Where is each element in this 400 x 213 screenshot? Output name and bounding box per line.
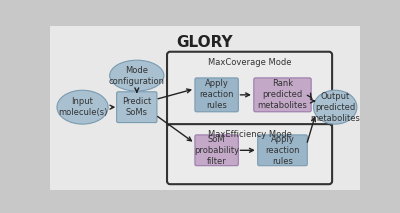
Text: MaxEfficiency Mode: MaxEfficiency Mode	[208, 130, 292, 139]
FancyBboxPatch shape	[195, 135, 238, 166]
Text: Input
molecule(s): Input molecule(s)	[58, 97, 107, 117]
Text: SoM
probability
filter: SoM probability filter	[194, 135, 239, 166]
Text: MaxCoverage Mode: MaxCoverage Mode	[208, 58, 291, 67]
Text: Output
predicted
metabolites: Output predicted metabolites	[310, 92, 360, 123]
Text: Rank
predicted
metabolites: Rank predicted metabolites	[258, 79, 308, 111]
FancyBboxPatch shape	[117, 92, 157, 122]
FancyBboxPatch shape	[167, 52, 332, 129]
Text: GLORY: GLORY	[177, 35, 233, 50]
FancyBboxPatch shape	[48, 23, 362, 192]
Text: Apply
reaction
rules: Apply reaction rules	[199, 79, 234, 111]
Ellipse shape	[57, 90, 108, 124]
Ellipse shape	[314, 90, 357, 124]
FancyBboxPatch shape	[195, 78, 238, 112]
Text: Mode
configuration: Mode configuration	[109, 66, 165, 86]
FancyBboxPatch shape	[258, 135, 307, 166]
Text: Predict
SoMs: Predict SoMs	[122, 97, 152, 117]
FancyBboxPatch shape	[167, 124, 332, 184]
Text: Apply
reaction
rules: Apply reaction rules	[265, 135, 300, 166]
Ellipse shape	[110, 60, 164, 91]
FancyBboxPatch shape	[254, 78, 311, 112]
